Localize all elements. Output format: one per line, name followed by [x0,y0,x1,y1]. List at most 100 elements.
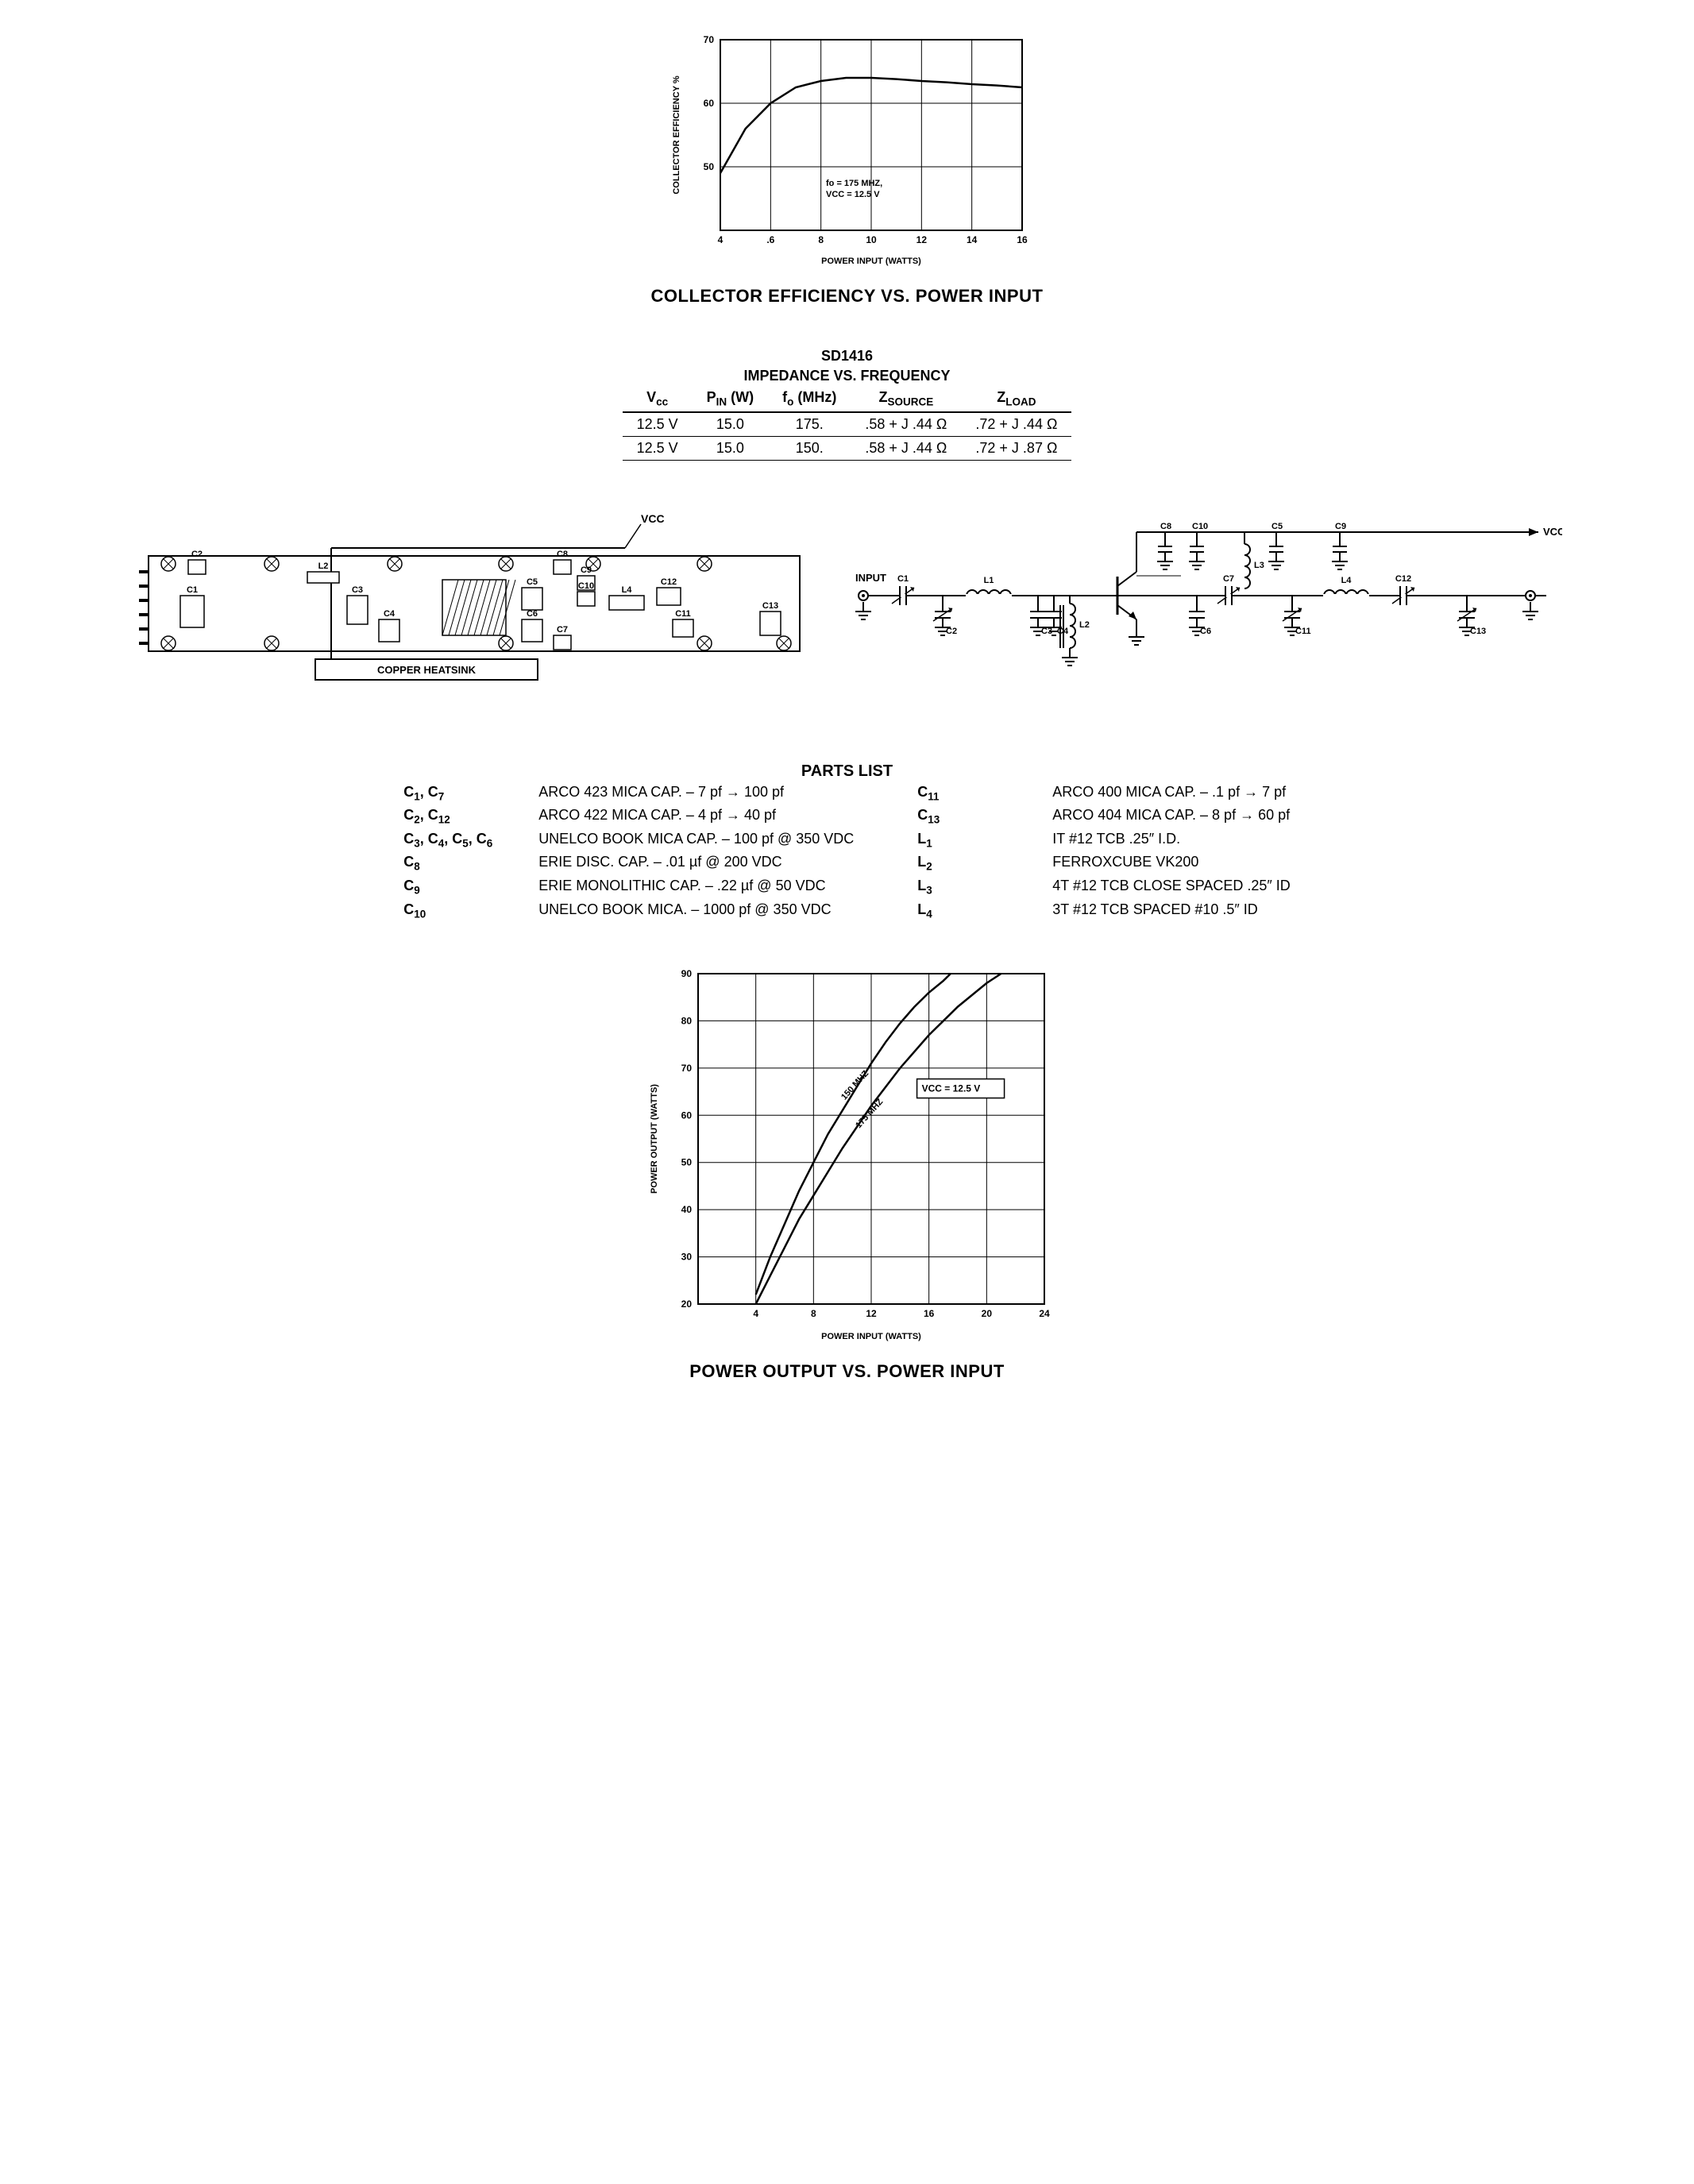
parts-ref: L2 [917,854,1052,873]
svg-text:C3: C3 [351,585,362,595]
parts-ref: C11 [917,784,1052,803]
parts-row: C10UNELCO BOOK MICA. – 1000 pf @ 350 VDC [403,901,854,920]
parts-list-title: PARTS LIST [403,762,1291,781]
impedance-cell: 150. [768,436,851,460]
impedance-body: 12.5 V15.0175..58 + J .44 Ω.72 + J .44 Ω… [623,412,1072,461]
svg-text:C6: C6 [1200,627,1211,636]
parts-desc: UNELCO BOOK MICA. – 1000 pf @ 350 VDC [538,901,854,920]
svg-text:C1: C1 [186,585,197,595]
svg-text:POWER INPUT (WATTS): POWER INPUT (WATTS) [821,1332,921,1341]
svg-text:C11: C11 [675,609,691,619]
impedance-col-header: Vcc [623,386,693,412]
svg-text:60: 60 [703,98,714,109]
svg-text:16: 16 [923,1308,934,1319]
parts-row: C13ARCO 404 MICA CAP. – 8 pf → 60 pf [917,807,1291,826]
impedance-col-header: ZSOURCE [851,386,961,412]
efficiency-chart-title: COLLECTOR EFFICIENCY VS. POWER INPUT [48,286,1646,307]
parts-desc: ARCO 423 MICA CAP. – 7 pf → 100 pf [538,784,854,803]
parts-row: C9ERIE MONOLITHIC CAP. – .22 µf @ 50 VDC [403,878,854,897]
svg-text:70: 70 [681,1063,692,1074]
svg-text:4: 4 [753,1308,758,1319]
impedance-cell: 12.5 V [623,412,693,437]
parts-ref: L3 [917,878,1052,897]
parts-row: C1, C7ARCO 423 MICA CAP. – 7 pf → 100 pf [403,784,854,803]
svg-text:8: 8 [810,1308,816,1319]
svg-text:8: 8 [818,234,824,245]
parts-row: C11ARCO 400 MICA CAP. – .1 pf → 7 pf [917,784,1291,803]
parts-ref: C2, C12 [403,807,538,826]
svg-text:C1: C1 [897,574,908,584]
svg-text:COLLECTOR EFFICIENCY %: COLLECTOR EFFICIENCY % [672,75,681,195]
impedance-cell: 15.0 [693,412,769,437]
power-chart-title: POWER OUTPUT VS. POWER INPUT [48,1361,1646,1382]
parts-desc: ARCO 422 MICA CAP. – 4 pf → 40 pf [538,807,854,826]
svg-text:14: 14 [966,234,977,245]
svg-text:L2: L2 [318,561,328,571]
svg-text:24: 24 [1039,1308,1050,1319]
svg-text:C8: C8 [1160,522,1171,531]
impedance-table: SD1416 IMPEDANCE VS. FREQUENCY VccPIN (W… [623,346,1072,461]
schematic-diagram: INPUTC1C2L1C3L2C4VCCL3C8C10C5C9C6C7C11L4… [847,500,1562,691]
impedance-title: IMPEDANCE VS. FREQUENCY [623,366,1072,386]
svg-text:VCC = 12.5 V: VCC = 12.5 V [921,1083,980,1094]
diagrams-row: COPPER HEATSINKVCCC1C2C3C4C5C6C7C8C9C10C… [48,500,1646,723]
svg-text:60: 60 [681,1109,692,1121]
svg-text:16: 16 [1017,234,1028,245]
svg-text:C13: C13 [1470,627,1486,636]
parts-list-left-col: C1, C7ARCO 423 MICA CAP. – 7 pf → 100 pf… [403,784,854,925]
svg-text:20: 20 [981,1308,992,1319]
svg-text:30: 30 [681,1252,692,1263]
svg-text:POWER OUTPUT (WATTS): POWER OUTPUT (WATTS) [650,1084,659,1194]
svg-text:C5: C5 [1271,522,1283,531]
impedance-col-header: ZLOAD [961,386,1071,412]
svg-text:C12: C12 [660,577,676,587]
impedance-row: 12.5 V15.0175..58 + J .44 Ω.72 + J .44 Ω [623,412,1072,437]
efficiency-chart-section: 4.6810121416506070fo = 175 MHZ,VCC = 12.… [48,32,1646,307]
svg-text:4: 4 [717,234,723,245]
svg-text:C13: C13 [762,601,778,611]
impedance-cell: 15.0 [693,436,769,460]
svg-text:20: 20 [681,1298,692,1310]
power-chart-section: 48121620242030405060708090150 MHZ175 MHZ… [48,964,1646,1382]
impedance-col-header: PIN (W) [693,386,769,412]
parts-ref: C3, C4, C5, C6 [403,831,538,850]
svg-text:C10: C10 [577,581,593,591]
svg-text:70: 70 [703,34,714,45]
svg-text:C2: C2 [191,550,202,559]
parts-desc: ARCO 404 MICA CAP. – 8 pf → 60 pf [1052,807,1291,826]
svg-text:80: 80 [681,1016,692,1027]
parts-ref: L1 [917,831,1052,850]
svg-text:L3: L3 [1254,561,1264,570]
impedance-cell: .72 + J .44 Ω [961,412,1071,437]
parts-list-right-col: C11ARCO 400 MICA CAP. – .1 pf → 7 pf C13A… [917,784,1291,925]
svg-text:VCC = 12.5 V: VCC = 12.5 V [826,190,880,199]
svg-text:L2: L2 [1079,620,1090,630]
impedance-cell: .58 + J .44 Ω [851,436,961,460]
svg-text:12: 12 [866,1308,877,1319]
svg-text:C9: C9 [580,565,591,575]
svg-text:fo = 175 MHZ,: fo = 175 MHZ, [826,179,882,188]
svg-text:C8: C8 [556,550,567,559]
parts-row: L2FERROXCUBE VK200 [917,854,1291,873]
power-output-chart: 48121620242030405060708090150 MHZ175 MHZ… [641,964,1054,1345]
svg-text:POWER INPUT (WATTS): POWER INPUT (WATTS) [821,257,921,266]
parts-desc: IT #12 TCB .25″ I.D. [1052,831,1291,850]
svg-text:50: 50 [681,1157,692,1168]
svg-text:C6: C6 [526,609,537,619]
svg-text:VCC: VCC [641,512,665,525]
svg-text:VCC: VCC [1543,526,1562,538]
svg-text:L4: L4 [621,585,632,595]
impedance-col-header: fo (MHz) [768,386,851,412]
parts-ref: C9 [403,878,538,897]
svg-text:INPUT: INPUT [855,572,886,584]
impedance-table-section: SD1416 IMPEDANCE VS. FREQUENCY VccPIN (W… [48,346,1646,461]
impedance-cell: .58 + J .44 Ω [851,412,961,437]
parts-row: L43T #12 TCB SPACED #10 .5″ ID [917,901,1291,920]
svg-text:L4: L4 [1341,576,1352,585]
parts-desc: ERIE DISC. CAP. – .01 µf @ 200 VDC [538,854,854,873]
parts-desc: UNELCO BOOK MICA CAP. – 100 pf @ 350 VDC [538,831,854,850]
impedance-header-row: VccPIN (W)fo (MHz)ZSOURCEZLOAD [623,386,1072,412]
svg-text:L1: L1 [983,576,994,585]
parts-row: C3, C4, C5, C6UNELCO BOOK MICA CAP. – 10… [403,831,854,850]
svg-text:10: 10 [866,234,877,245]
